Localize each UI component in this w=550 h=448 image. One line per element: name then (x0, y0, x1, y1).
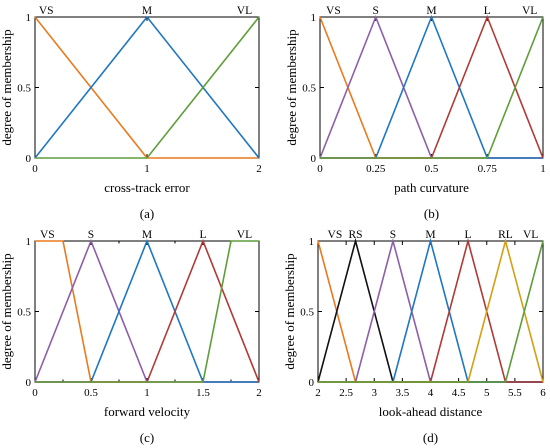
axes-frame (319, 16, 544, 159)
x-tick-label: 1 (144, 163, 150, 175)
series-line-rs (317, 237, 543, 383)
series-label-vl: VL (522, 5, 537, 17)
series-line-l (318, 237, 543, 383)
series-label-l: L (484, 5, 491, 17)
y-axis-label: degree of membership (284, 29, 299, 145)
series-line-s (34, 238, 259, 383)
x-axis-label: cross-track error (104, 180, 190, 195)
y-axis-label: degree of membership (0, 29, 14, 145)
x-tick-label: 4 (428, 387, 434, 399)
x-axis-label: path curvature (394, 180, 469, 195)
y-tick-label: 1 (311, 12, 317, 24)
subplot-b: 0 0.25 0.5 0.75 1 0 0.5 1 VS S M L VL path curvature d… (284, 5, 546, 221)
series-label-l: L (199, 229, 206, 241)
series-line-vs (34, 16, 259, 159)
subplot-d: 2 2.5 3 3.5 4 4.5 5 5.5 6 0 0.5 1 VS RS S M L RL VL look-ah… (282, 229, 546, 445)
y-axis-label: degree of membership (282, 253, 297, 369)
y-tick-label: 0 (26, 377, 32, 389)
x-tick-label: 5 (484, 387, 490, 399)
panel-label: (a) (140, 206, 154, 221)
x-tick-label: 0 (317, 163, 323, 175)
x-tick-label: 5.5 (508, 387, 522, 399)
series-line-vl (318, 240, 544, 383)
series-line-m (318, 237, 543, 383)
axes-frame (34, 240, 260, 383)
series-label-s: S (373, 5, 379, 17)
x-tick-label: 1 (144, 387, 150, 399)
series-line-m (34, 15, 260, 159)
series-label-vl: VL (237, 229, 252, 241)
series-label-m: M (142, 229, 152, 241)
y-tick-label: 0.5 (17, 307, 31, 319)
x-axis-label: look-ahead distance (379, 404, 483, 419)
axes-frame (317, 240, 544, 383)
axes-frame (34, 16, 260, 159)
x-tick-label: 1.5 (196, 387, 210, 399)
series-line-vl (35, 240, 259, 383)
panel-label: (b) (424, 206, 439, 221)
series-line-s (319, 14, 543, 159)
subplot-a: 0 1 2 0 0.5 1 VS M VL cross-track error degree of … (0, 5, 262, 221)
series-label-vs: VS (326, 5, 341, 17)
series-label-rl: RL (498, 229, 513, 241)
y-tick-label: 0 (309, 377, 315, 389)
series-line-vl (35, 16, 260, 159)
series-label-vs: VS (39, 5, 54, 17)
series-label-rs: RS (348, 229, 362, 241)
x-tick-label: 0.5 (425, 163, 439, 175)
series-line-rl (318, 237, 544, 383)
subplot-c: 0 0.5 1 1.5 2 0 0.5 1 VS S M L VL forward velocity deg… (0, 229, 262, 445)
series-label-s: S (390, 229, 396, 241)
y-tick-label: 0 (311, 153, 317, 165)
x-tick-label: 2 (256, 387, 262, 399)
panel-label: (c) (140, 430, 154, 445)
x-axis-label: forward velocity (104, 404, 191, 419)
series-label-m: M (142, 5, 152, 17)
x-tick-label: 1 (540, 163, 546, 175)
series-label-m: M (425, 229, 435, 241)
series-label-m: M (426, 5, 436, 17)
series-label-vl: VL (237, 5, 252, 17)
series-label-s: S (88, 229, 94, 241)
x-tick-label: 0.75 (478, 163, 498, 175)
series-label-vs: VS (40, 229, 55, 241)
x-tick-label: 0 (32, 387, 38, 399)
series-line-vs (35, 240, 259, 383)
panel-label: (d) (423, 430, 438, 445)
y-tick-label: 0 (26, 153, 32, 165)
x-tick-label: 3 (372, 387, 378, 399)
series-line-vs (319, 16, 543, 159)
series-label-vl: VL (523, 229, 538, 241)
x-tick-label: 4.5 (452, 387, 466, 399)
x-tick-label: 0 (32, 163, 38, 175)
x-tick-label: 3.5 (396, 387, 410, 399)
series-line-vs (317, 240, 543, 383)
x-tick-label: 0.5 (84, 387, 98, 399)
series-line-m (35, 238, 259, 383)
series-line-s (318, 237, 543, 383)
x-tick-label: 2.5 (339, 387, 353, 399)
series-line-vl (320, 16, 544, 159)
x-tick-label: 6 (540, 387, 546, 399)
x-tick-label: 2 (315, 387, 321, 399)
y-tick-label: 0.5 (17, 83, 31, 95)
y-tick-label: 1 (309, 236, 315, 248)
series-label-vs: VS (328, 229, 343, 241)
x-tick-label: 2 (256, 163, 262, 175)
y-tick-label: 0.5 (300, 307, 314, 319)
y-tick-label: 1 (26, 12, 32, 24)
x-tick-label: 0.25 (366, 163, 386, 175)
series-line-l (35, 238, 260, 383)
series-label-l: L (465, 229, 472, 241)
series-line-m (320, 14, 543, 159)
y-tick-label: 0.5 (302, 83, 316, 95)
y-tick-label: 1 (26, 236, 32, 248)
y-axis-label: degree of membership (0, 253, 14, 369)
series-line-l (320, 14, 544, 159)
